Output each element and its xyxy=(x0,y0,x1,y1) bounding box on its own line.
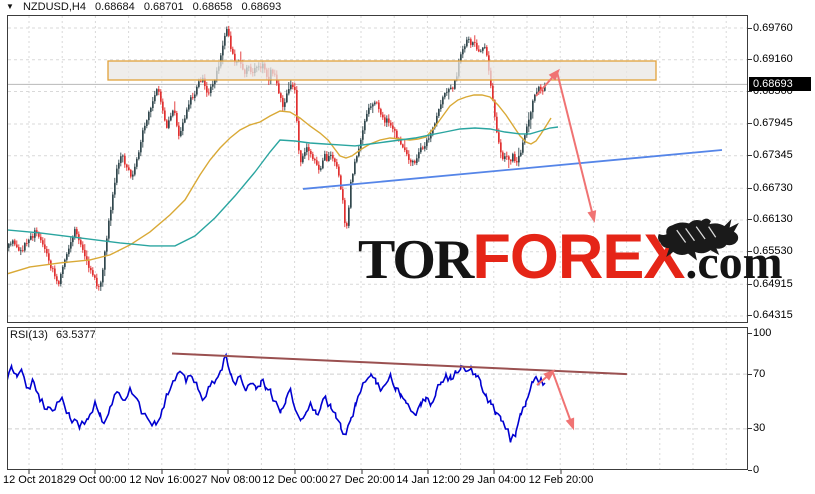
resistance-zone-rect[interactable] xyxy=(107,60,657,81)
price-chart-plot[interactable] xyxy=(7,15,748,323)
rsi-grid xyxy=(8,328,747,469)
price-axis-label: 0.64315 xyxy=(748,309,793,322)
price-axis-label: 0.69160 xyxy=(748,53,793,66)
ohlc-close: 0.68693 xyxy=(241,1,282,13)
rsi-arrow-up[interactable] xyxy=(536,369,556,386)
price-axis-label: 0.67345 xyxy=(748,149,793,162)
rsi-plot-border xyxy=(7,327,748,470)
rsi-axis-label: 0 xyxy=(747,463,760,476)
rsi-axis-label: 70 xyxy=(747,367,766,380)
ma-fast-line xyxy=(7,94,552,275)
rsi-value: 63.5377 xyxy=(55,329,96,341)
support-trendline[interactable] xyxy=(302,149,723,190)
current-price-tag: 0.68693 xyxy=(749,77,811,92)
price-axis-label: 0.66730 xyxy=(748,181,793,194)
rsi-name: RSI(13) xyxy=(10,329,48,341)
price-axis-label: 0.69760 xyxy=(748,21,793,34)
ohlc-high: 0.68701 xyxy=(143,1,184,13)
current-price-value: 0.68693 xyxy=(753,78,793,91)
dropdown-icon[interactable]: ▼ xyxy=(6,2,14,11)
price-arrow-down[interactable] xyxy=(556,71,597,223)
ohlc-open: 0.68684 xyxy=(95,1,135,13)
price-axis-label: 0.67945 xyxy=(748,117,793,130)
price-chart-border xyxy=(7,15,748,323)
watermark: TOR FOREX .com xyxy=(358,218,783,296)
symbol-period-label: NZDUSD,H4 xyxy=(22,1,86,13)
price-arrow-up[interactable] xyxy=(535,68,560,97)
rsi-arrow-down[interactable] xyxy=(552,372,575,431)
chart-title-bar: ▼ NZDUSD,H4 0.68684 0.68701 0.68658 0.68… xyxy=(6,1,287,15)
rsi-trendline[interactable] xyxy=(171,352,628,376)
rsi-plot[interactable] xyxy=(7,327,748,476)
rsi-axis-label: 30 xyxy=(747,422,766,435)
watermark-prefix: TOR xyxy=(358,229,474,291)
time-axis-ticks xyxy=(28,469,562,474)
rsi-axis-label: 100 xyxy=(747,326,772,339)
ohlc-low: 0.68658 xyxy=(192,1,233,13)
ma-slow-line xyxy=(7,126,559,247)
bull-icon xyxy=(658,218,739,261)
rsi-indicator-label: RSI(13) 63.5377 xyxy=(10,329,101,341)
watermark-brand: FOREX xyxy=(472,222,685,292)
